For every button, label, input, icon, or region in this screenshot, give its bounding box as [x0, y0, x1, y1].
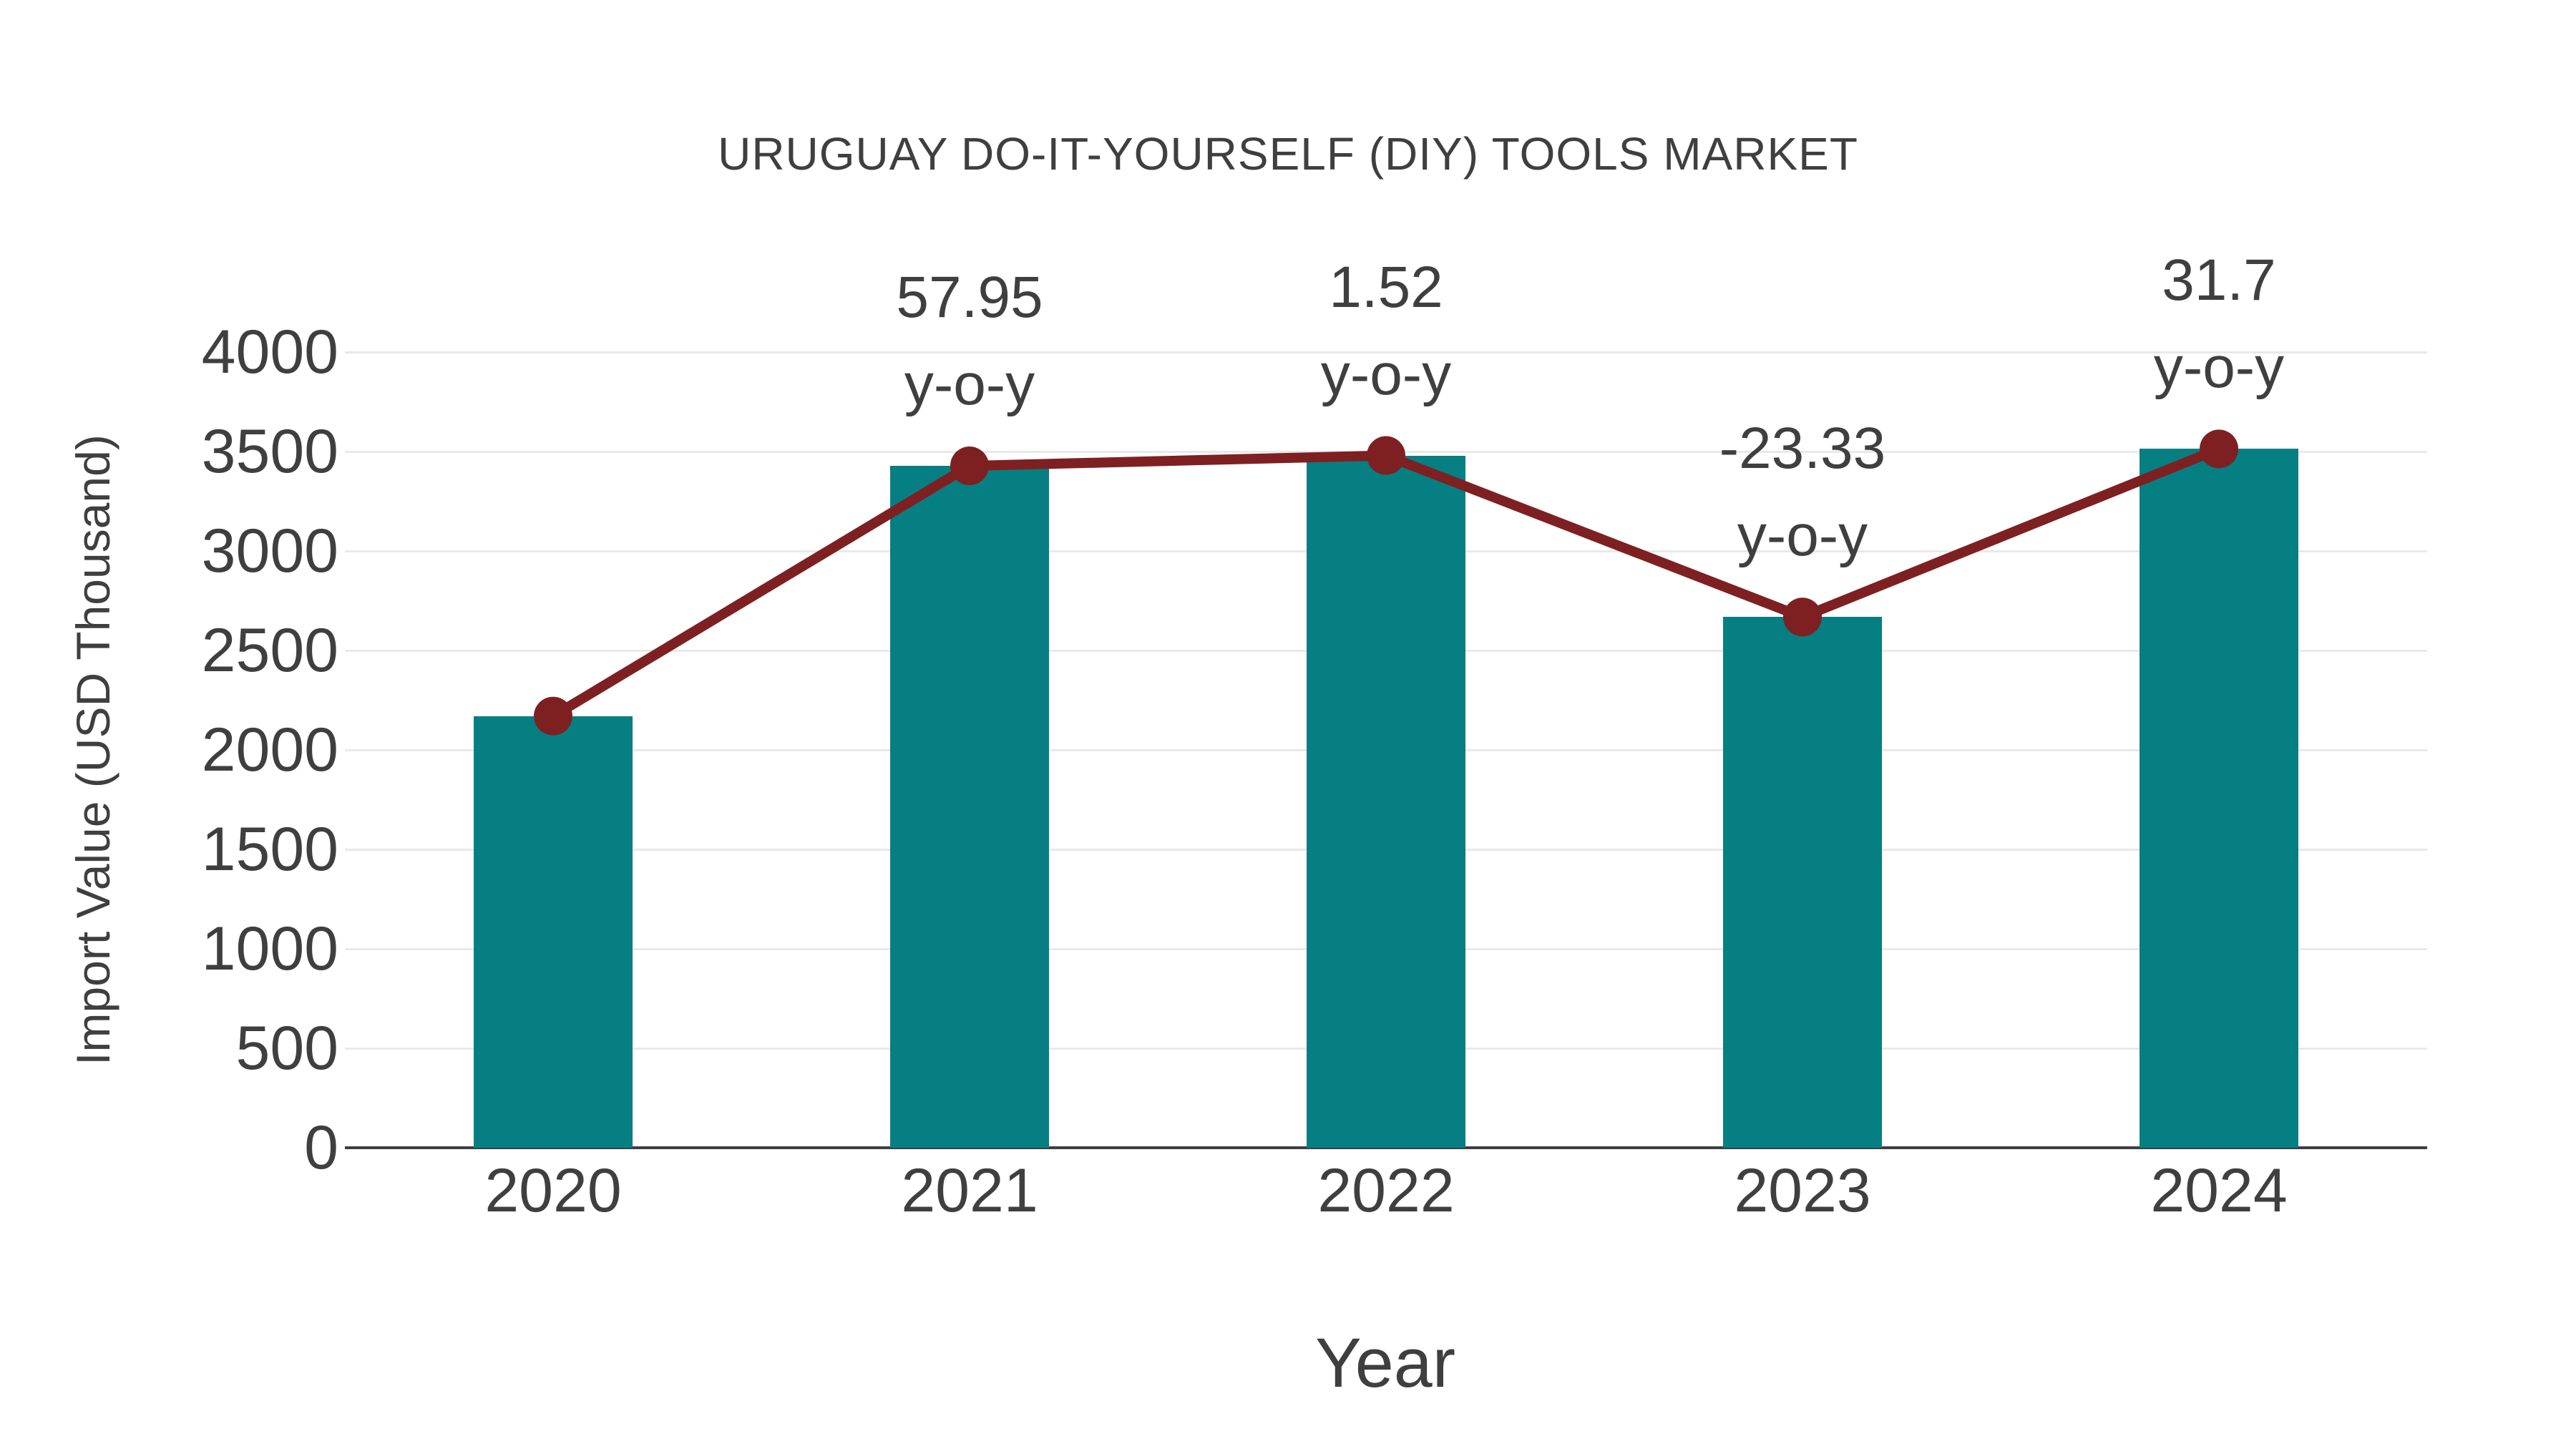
yoy-value-2022: 1.52	[1329, 254, 1443, 320]
yoy-value-2024: 31.7	[2162, 248, 2276, 313]
y-tick-2000: 2000	[201, 716, 338, 784]
yoy-suffix-2022: y-o-y	[1320, 341, 1452, 407]
yoy-suffix-2024: y-o-y	[2153, 335, 2285, 401]
bar-2020	[474, 716, 633, 1148]
x-tick-2023: 2023	[1734, 1156, 1871, 1225]
yoy-annotation-2023: -23.33 y-o-y	[1616, 405, 1989, 580]
bar-2022	[1307, 455, 1465, 1148]
x-tick-2021: 2021	[901, 1156, 1038, 1225]
y-tick-2500: 2500	[201, 616, 338, 685]
x-tick-2024: 2024	[2150, 1156, 2288, 1225]
y-tick-0: 0	[304, 1113, 338, 1182]
x-tick-2020: 2020	[484, 1156, 622, 1225]
x-axis-line	[345, 1146, 2427, 1149]
y-tick-3000: 3000	[201, 517, 338, 585]
y-tick-1500: 1500	[201, 815, 338, 884]
yoy-suffix-2023: y-o-y	[1737, 503, 1868, 569]
bar-2023	[1723, 617, 1882, 1148]
x-tick-2022: 2022	[1317, 1156, 1455, 1225]
yoy-value-2021: 57.95	[896, 265, 1043, 331]
chart-title: URUGUAY DO-IT-YOURSELF (DIY) TOOLS MARKE…	[718, 128, 1858, 180]
yoy-annotation-2022: 1.52 y-o-y	[1200, 244, 1572, 419]
bar-2021	[890, 466, 1049, 1148]
bar-2024	[2140, 449, 2298, 1148]
x-axis-title: Year	[1315, 1324, 1455, 1402]
y-tick-4000: 4000	[201, 318, 338, 386]
y-tick-500: 500	[235, 1014, 339, 1083]
yoy-value-2023: -23.33	[1719, 416, 1886, 482]
yoy-annotation-2021: 57.95 y-o-y	[784, 254, 1156, 429]
y-tick-1000: 1000	[201, 914, 338, 983]
yoy-suffix-2021: y-o-y	[904, 352, 1035, 418]
y-tick-3500: 3500	[201, 417, 338, 486]
gridline-3500	[345, 450, 2427, 453]
gridline-4000	[345, 351, 2427, 353]
yoy-annotation-2024: 31.7 y-o-y	[2033, 237, 2405, 411]
